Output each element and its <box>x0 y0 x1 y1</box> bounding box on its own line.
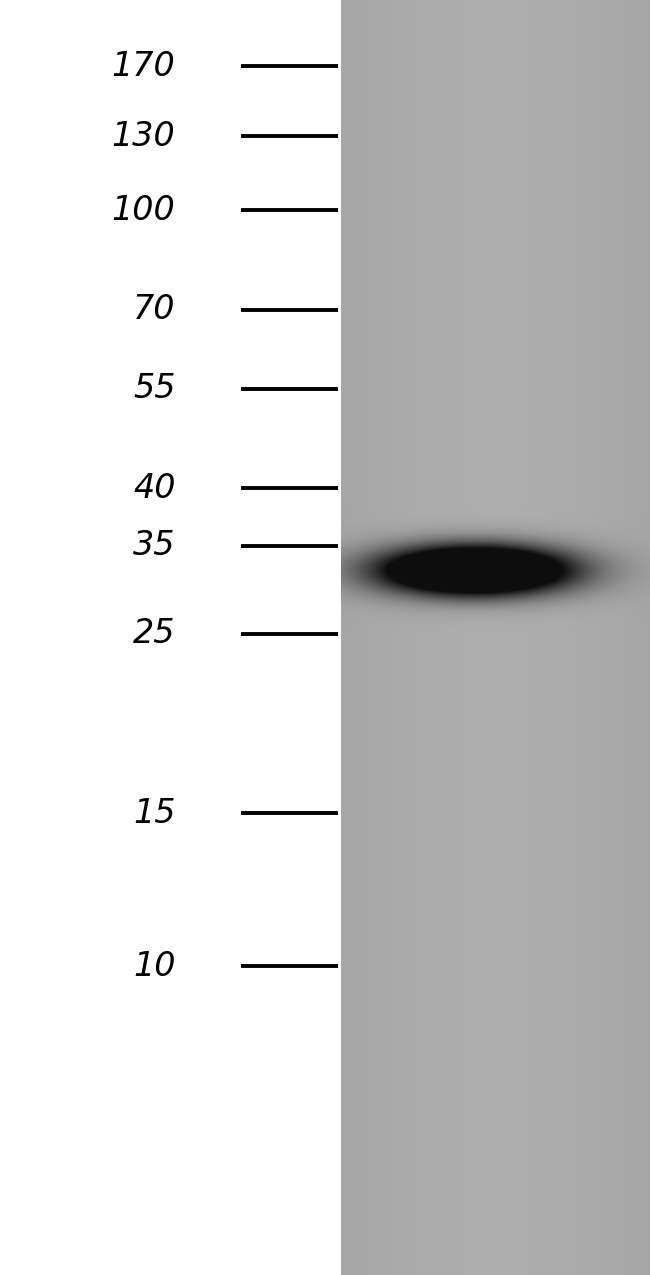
Text: 25: 25 <box>133 617 176 650</box>
Text: 170: 170 <box>112 50 176 83</box>
Text: 40: 40 <box>133 472 176 505</box>
Text: 100: 100 <box>112 194 176 227</box>
Text: 15: 15 <box>133 797 176 830</box>
Text: 70: 70 <box>133 293 176 326</box>
Text: 130: 130 <box>112 120 176 153</box>
Text: 10: 10 <box>133 950 176 983</box>
Text: 55: 55 <box>133 372 176 405</box>
Text: 35: 35 <box>133 529 176 562</box>
